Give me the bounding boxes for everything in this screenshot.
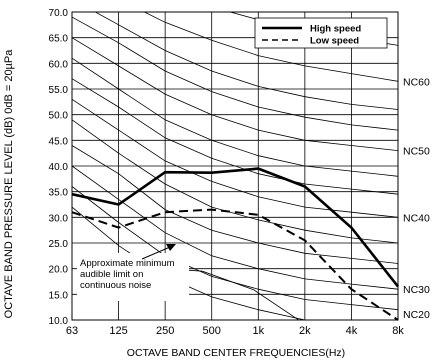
y-tick-label: 55.0: [49, 85, 69, 96]
nc-curve-label: NC40: [403, 212, 430, 224]
annotation-text-line: continuous noise: [80, 280, 151, 291]
y-tick-label: 25.0: [49, 239, 69, 250]
series-high-speed: [71, 167, 400, 288]
y-axis-label: OCTAVE BAND PRESSURE LEVEL (dB) 0dB = 20…: [3, 49, 15, 319]
x-axis-label: OCTAVE BAND CENTER FREQUENCIES(Hz): [127, 347, 345, 359]
nc-curve: [72, 78, 398, 195]
x-tick-label: 250: [156, 325, 174, 337]
annotation-arrow-head: [166, 244, 176, 251]
nc-curve: [72, 165, 398, 290]
y-tick-label: 30.0: [49, 213, 69, 224]
y-tick-label: 60.0: [49, 59, 69, 70]
nc-curves: [72, 12, 398, 320]
x-tick-label: 500: [203, 325, 221, 337]
annotation-text-line: Approximate minimum: [80, 258, 175, 269]
nc-curve: [72, 145, 398, 264]
x-tick-label: 2k: [299, 325, 311, 337]
legend-box: [254, 17, 388, 49]
y-tick-label: 65.0: [49, 34, 69, 45]
nc-curve: [143, 12, 398, 82]
nc-curve-label: NC30: [403, 284, 430, 296]
y-tick-label: 10.0: [49, 316, 69, 327]
y-tick-label: 70.0: [49, 8, 69, 19]
y-axis-label-group: OCTAVE BAND PRESSURE LEVEL (dB) 0dB = 20…: [3, 49, 15, 319]
nc-curve-label: NC50: [403, 146, 430, 158]
annotation-text-line: audible limit on: [80, 269, 143, 280]
nc-curve: [72, 57, 398, 177]
nc-curve: [72, 206, 309, 320]
annotation-background: [77, 253, 189, 301]
plot-area: NC60 NC50 NC40 NC30 NC20 Approximate minimuma…: [49, 8, 430, 337]
nc-curve: [72, 98, 398, 218]
x-tick-label: 4k: [346, 325, 358, 337]
y-tick-label: 15.0: [49, 290, 69, 301]
x-tick-label: 8k: [392, 325, 404, 337]
annotation-arrow-line: [141, 246, 171, 260]
y-tick-label: 45.0: [49, 136, 69, 147]
nc-curve-label: NC20: [403, 309, 430, 321]
x-tick-label: 63: [66, 325, 78, 337]
y-tick-label: 40.0: [49, 162, 69, 173]
series-low-speed: [71, 208, 399, 321]
nc-curve-label: NC60: [403, 76, 430, 88]
nc-curve: [72, 16, 398, 131]
legend-label: Low speed: [310, 36, 359, 47]
y-tick-label: 35.0: [49, 188, 69, 199]
x-tick-label: 1k: [252, 325, 264, 337]
plot-frame: [71, 11, 399, 321]
nc-curve: [94, 12, 398, 110]
y-tick-label: 50.0: [49, 111, 69, 122]
audible-limit-curve: [174, 268, 300, 320]
legend-label: High speed: [310, 24, 361, 35]
nc-curve: [72, 37, 398, 151]
y-tick-label: 20.0: [49, 265, 69, 276]
nc-curve: [72, 119, 398, 244]
x-tick-label: 125: [109, 325, 127, 337]
